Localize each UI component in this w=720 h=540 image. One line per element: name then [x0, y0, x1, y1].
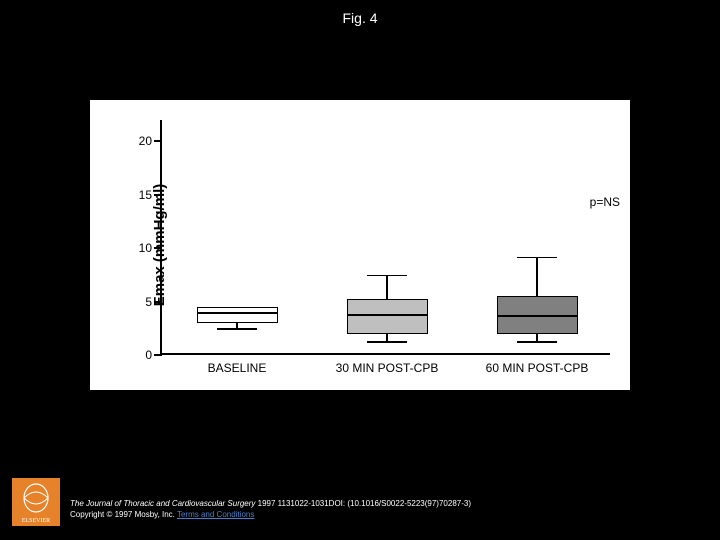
y-tick-label: 15 — [139, 188, 152, 202]
p-value-annotation: p=NS — [590, 195, 620, 209]
figure-title: Fig. 4 — [342, 10, 377, 26]
y-tick-label: 0 — [145, 348, 152, 362]
x-tick-label: BASELINE — [208, 361, 267, 375]
whisker-cap — [217, 328, 258, 330]
x-tick-label: 60 MIN POST-CPB — [486, 361, 589, 375]
median-line — [347, 314, 428, 316]
copyright-text: Copyright © 1997 Mosby, Inc. — [70, 510, 177, 519]
elsevier-logo-icon: ELSEVIER — [12, 478, 60, 526]
y-tick-label: 10 — [139, 241, 152, 255]
y-tick — [154, 354, 162, 356]
terms-link[interactable]: Terms and Conditions — [177, 510, 254, 519]
whisker — [536, 334, 538, 341]
whisker-cap — [517, 341, 558, 343]
y-tick-label: 20 — [139, 134, 152, 148]
y-tick — [154, 247, 162, 249]
whisker — [536, 257, 538, 297]
y-tick-label: 5 — [145, 295, 152, 309]
whisker — [386, 334, 388, 341]
box — [347, 299, 428, 333]
plot-area: 05101520BASELINE30 MIN POST-CPB60 MIN PO… — [160, 120, 610, 355]
journal-name: The Journal of Thoracic and Cardiovascul… — [70, 499, 255, 508]
boxplot-chart: Emax (mmHg/ml) 05101520BASELINE30 MIN PO… — [90, 100, 630, 390]
x-tick-label: 30 MIN POST-CPB — [336, 361, 439, 375]
median-line — [497, 315, 578, 317]
box — [197, 307, 278, 323]
svg-text:ELSEVIER: ELSEVIER — [22, 518, 50, 524]
whisker-cap — [367, 341, 408, 343]
median-line — [197, 312, 278, 314]
citation-footer: The Journal of Thoracic and Cardiovascul… — [70, 498, 700, 520]
whisker-cap — [517, 257, 558, 259]
whisker-cap — [367, 275, 408, 277]
y-tick — [154, 194, 162, 196]
whisker — [386, 275, 388, 300]
y-tick — [154, 140, 162, 142]
y-tick — [154, 301, 162, 303]
citation-text: 1997 1131022-1031DOI: (10.1016/S0022-522… — [255, 499, 471, 508]
